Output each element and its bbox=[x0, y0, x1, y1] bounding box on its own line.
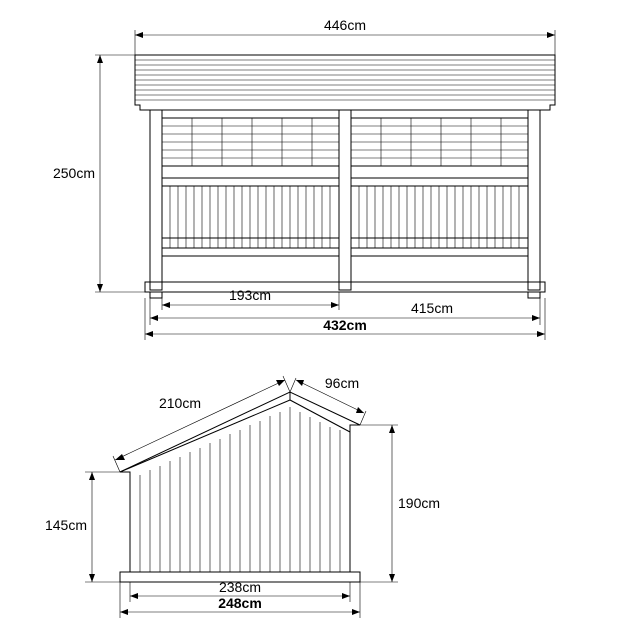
dim-label: 210cm bbox=[159, 395, 201, 411]
dim-half-panel: 193cm bbox=[162, 287, 339, 310]
dim-label: 250cm bbox=[53, 165, 95, 181]
side-view: 210cm 96cm 190cm 145cm bbox=[45, 375, 440, 618]
dim-base-bold: 432cm bbox=[145, 298, 545, 340]
dim-label: 96cm bbox=[325, 375, 359, 391]
dim-roof-long: 210cm bbox=[113, 376, 290, 472]
dimension-diagram: 446cm 250cm 193cm 415cm bbox=[0, 0, 640, 640]
dim-height: 250cm bbox=[53, 55, 145, 292]
dim-label: 446cm bbox=[324, 17, 366, 33]
front-view: 446cm 250cm 193cm 415cm bbox=[53, 17, 555, 340]
dim-roof-short: 96cm bbox=[290, 375, 366, 425]
dim-label: 248cm bbox=[218, 595, 262, 611]
dim-label: 145cm bbox=[45, 517, 87, 533]
dim-roof-width: 446cm bbox=[135, 17, 555, 55]
dim-label: 415cm bbox=[411, 300, 453, 316]
louver-band bbox=[162, 118, 528, 166]
dim-label: 193cm bbox=[229, 287, 271, 303]
dim-label: 190cm bbox=[398, 495, 440, 511]
dim-front-height: 190cm bbox=[360, 425, 440, 582]
dim-label: 432cm bbox=[323, 317, 367, 333]
dim-label: 238cm bbox=[219, 579, 261, 595]
dim-back-height: 145cm bbox=[45, 472, 120, 582]
balustrade bbox=[162, 178, 528, 256]
